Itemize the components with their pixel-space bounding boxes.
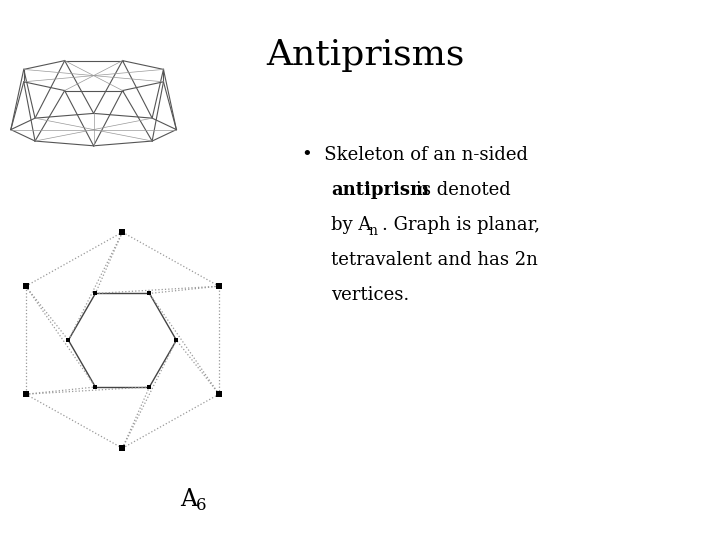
Text: vertices.: vertices.	[331, 286, 410, 304]
Text: is denoted: is denoted	[416, 181, 511, 199]
Text: n: n	[369, 224, 377, 238]
Text: Antiprisms: Antiprisms	[266, 38, 465, 72]
Text: •  Skeleton of an n-sided: • Skeleton of an n-sided	[302, 146, 528, 164]
Text: A: A	[180, 488, 197, 511]
Text: by A: by A	[331, 216, 372, 234]
Text: tetravalent and has 2n: tetravalent and has 2n	[331, 251, 538, 269]
Text: antiprism: antiprism	[331, 181, 429, 199]
Text: . Graph is planar,: . Graph is planar,	[382, 216, 539, 234]
Text: 6: 6	[196, 497, 207, 515]
